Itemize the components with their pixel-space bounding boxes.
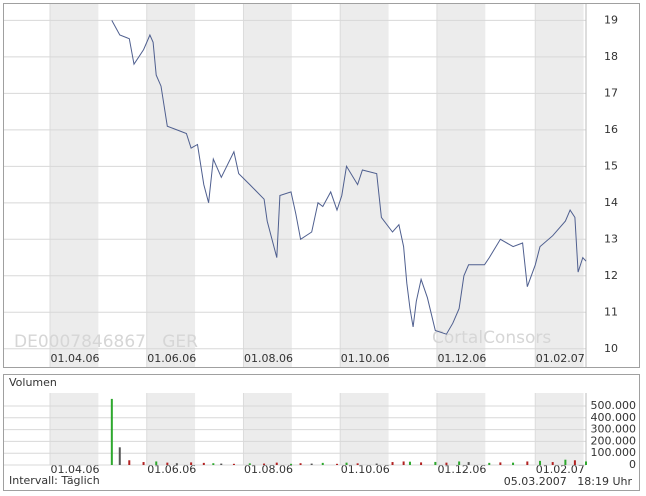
- x-tick-label: 01.12.06: [437, 352, 486, 365]
- y-tick-label: 200.000: [591, 434, 637, 447]
- volume-bar: [402, 461, 405, 465]
- volume-bar: [408, 461, 411, 465]
- y-tick-label: 100.000: [591, 446, 637, 459]
- volume-bar: [551, 462, 554, 465]
- month-band: [535, 393, 584, 465]
- month-band: [243, 393, 292, 465]
- interval-label: Intervall: Täglich: [9, 474, 100, 487]
- volume-chart: 01.04.06 01.06.06 01.08.06 01.10.06 01.12.06…: [4, 393, 636, 476]
- volume-bar: [434, 461, 437, 465]
- y-tick-label: 16: [604, 123, 618, 136]
- month-band: [146, 393, 196, 465]
- volume-bar: [212, 463, 215, 465]
- y-tick-label: 19: [604, 13, 618, 26]
- volume-bar: [220, 463, 223, 465]
- month-band: [436, 393, 486, 465]
- volume-bar: [202, 462, 205, 465]
- month-band: [243, 4, 292, 367]
- y-tick-label: 17: [604, 86, 618, 99]
- y-tick-label: 10: [604, 342, 618, 355]
- y-tick-label: 500.000: [591, 399, 637, 412]
- volume-bar: [512, 462, 515, 465]
- volume-bar: [290, 463, 293, 465]
- watermark: CortalConsors: [432, 328, 551, 348]
- x-tick-label: 01.12.06: [437, 463, 486, 476]
- volume-bar: [564, 459, 567, 465]
- volume-panel: [3, 374, 640, 491]
- y-tick-label: 300.000: [591, 423, 637, 436]
- volume-bar: [585, 461, 587, 465]
- volume-bar: [445, 462, 448, 465]
- volume-bar: [118, 447, 121, 465]
- volume-bar: [155, 461, 158, 465]
- y-tick-label: 15: [604, 159, 618, 172]
- volume-bar: [345, 462, 348, 465]
- volume-bar: [166, 462, 169, 465]
- x-tick-label: 01.04.06: [50, 352, 99, 365]
- volume-bar: [110, 398, 113, 465]
- volume-bar: [375, 463, 378, 465]
- volume-bar: [310, 463, 313, 465]
- volume-bar: [232, 463, 235, 465]
- x-tick-label: 01.06.06: [147, 352, 196, 365]
- price-line: [111, 20, 587, 335]
- volume-bar: [467, 462, 470, 465]
- price-panel: [3, 3, 640, 368]
- volume-bar: [275, 462, 278, 465]
- volume-bar: [499, 462, 502, 465]
- x-tick-label: 01.10.06: [341, 352, 390, 365]
- x-tick-label: 01.06.06: [147, 463, 196, 476]
- volume-bar: [336, 463, 339, 465]
- price-chart: 01.04.06 01.06.06 01.08.06 01.10.06 01.12.06…: [4, 4, 618, 367]
- volume-bar: [488, 462, 491, 465]
- month-band: [49, 393, 99, 465]
- volume-bar: [573, 460, 576, 465]
- y-tick-label: 13: [604, 232, 618, 245]
- volume-bar: [420, 462, 423, 465]
- y-tick-label: 400.000: [591, 411, 637, 424]
- x-tick-label: 01.08.06: [244, 463, 293, 476]
- month-band: [340, 4, 389, 367]
- volume-title: Volumen: [9, 376, 57, 389]
- volume-bar: [299, 463, 302, 465]
- x-tick-label: 01.10.06: [341, 463, 390, 476]
- volume-bar: [539, 460, 542, 465]
- x-tick-label: 01.02.07: [536, 352, 585, 365]
- volume-bar: [391, 462, 394, 465]
- month-band: [535, 4, 584, 367]
- x-tick-label: 01.04.06: [50, 463, 99, 476]
- volume-bar: [356, 463, 359, 465]
- y-tick-label: 12: [604, 269, 618, 282]
- volume-bar: [175, 463, 178, 465]
- month-band: [340, 393, 389, 465]
- y-tick-label: 0: [629, 458, 636, 471]
- volume-bar: [190, 462, 193, 465]
- month-band: [436, 4, 486, 367]
- y-tick-label: 18: [604, 50, 618, 63]
- volume-bar: [263, 463, 266, 465]
- volume-bar: [458, 461, 461, 465]
- volume-bar: [321, 462, 324, 465]
- timestamp: 05.03.2007 18:19 Uhr: [504, 475, 633, 488]
- month-band: [49, 4, 99, 367]
- x-tick-label: 01.02.07: [536, 463, 585, 476]
- y-tick-label: 14: [604, 196, 618, 209]
- volume-bar: [248, 463, 251, 465]
- y-tick-label: 11: [604, 305, 618, 318]
- volume-bar: [128, 460, 131, 465]
- volume-bar: [142, 462, 145, 465]
- volume-bar: [526, 461, 529, 465]
- x-tick-label: 01.08.06: [244, 352, 293, 365]
- watermark: DE0007846867 GER: [14, 332, 198, 352]
